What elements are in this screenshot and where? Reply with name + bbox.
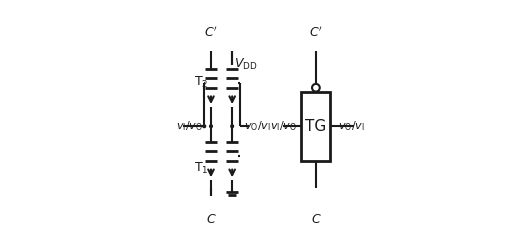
Text: $C'$: $C'$ [309,25,323,40]
Text: $C$: $C$ [206,213,216,226]
Text: $v_{\rm I}/v_{\rm O}$: $v_{\rm I}/v_{\rm O}$ [176,119,204,133]
Text: $C$: $C$ [311,213,321,226]
Text: $v_{\rm O}/v_{\rm I}$: $v_{\rm O}/v_{\rm I}$ [338,119,365,133]
Bar [302,92,330,161]
Text: $v_{\rm O}/v_{\rm I}$: $v_{\rm O}/v_{\rm I}$ [244,119,270,133]
Text: T$_2$: T$_2$ [193,74,208,90]
Text: $V_{\rm DD}$: $V_{\rm DD}$ [234,57,258,72]
Circle shape [231,125,234,128]
Text: $C'$: $C'$ [204,25,218,40]
Text: TG: TG [305,119,326,134]
Text: T$_1$: T$_1$ [193,161,208,176]
Circle shape [203,125,206,128]
Circle shape [210,125,213,128]
Text: $v_{\rm I}/v_{\rm O}$: $v_{\rm I}/v_{\rm O}$ [270,119,297,133]
